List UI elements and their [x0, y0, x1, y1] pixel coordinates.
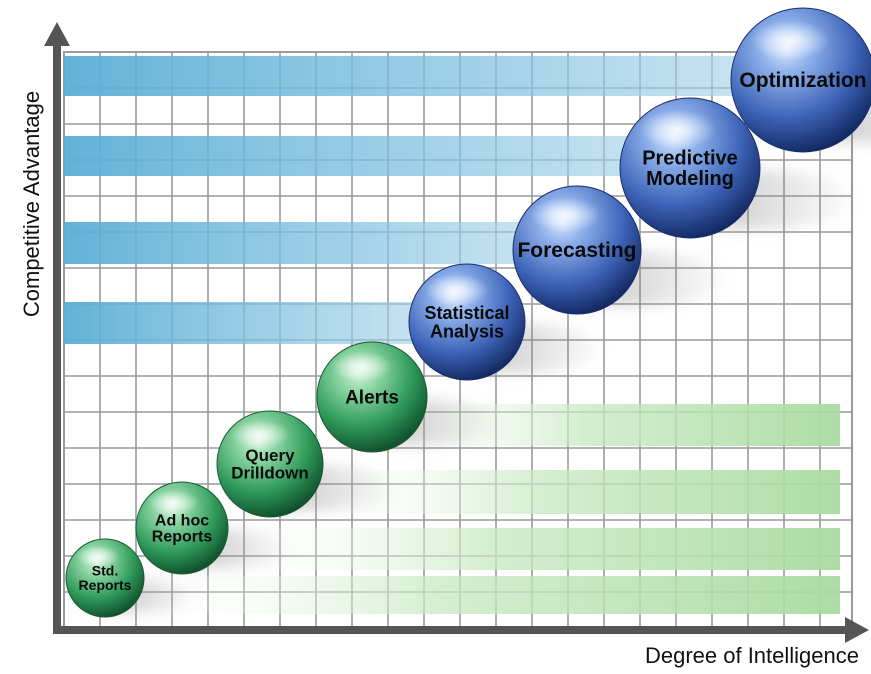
sphere-label: Alerts	[345, 387, 399, 408]
sphere-highlight	[750, 20, 830, 61]
axes	[44, 22, 869, 643]
sphere-forecasting: Forecasting	[512, 185, 642, 315]
blue-band	[64, 56, 790, 96]
green-band	[210, 528, 840, 570]
x-axis-label: Degree of Intelligence	[644, 643, 859, 668]
sphere-label: Predictive	[642, 148, 738, 170]
sphere-optimization: Optimization	[730, 7, 871, 153]
sphere-highlight	[331, 351, 393, 383]
sphere-highlight	[530, 196, 601, 233]
blue-band	[64, 302, 440, 344]
blue-band	[64, 136, 690, 176]
sphere-highlight	[148, 489, 200, 516]
sphere-highlight	[76, 545, 120, 568]
green-band	[120, 576, 840, 614]
sphere-label: Modeling	[646, 168, 734, 190]
sphere-highlight	[231, 420, 290, 450]
sphere-label: Reports	[79, 577, 132, 593]
sphere-highlight	[424, 273, 489, 307]
sphere-label: Ad hoc	[155, 512, 209, 529]
band-group	[64, 56, 840, 614]
y-axis-label: Competitive Advantage	[19, 90, 44, 318]
sphere-label: Forecasting	[517, 239, 636, 262]
blue-band	[64, 222, 560, 264]
sphere-label: Drilldown	[231, 463, 308, 482]
sphere-label: Std.	[92, 563, 118, 579]
sphere-alerts: Alerts	[316, 341, 428, 453]
y-axis-arrow	[44, 22, 70, 46]
sphere-label: Optimization	[739, 69, 866, 92]
sphere-label: Statistical	[424, 303, 509, 323]
sphere-std-reports: Std.Reports	[65, 538, 145, 618]
sphere-label: Query	[245, 446, 295, 465]
x-axis-arrow	[845, 617, 869, 643]
sphere-highlight	[638, 109, 716, 150]
sphere-label: Analysis	[430, 321, 504, 341]
sphere-label: Reports	[152, 529, 213, 546]
